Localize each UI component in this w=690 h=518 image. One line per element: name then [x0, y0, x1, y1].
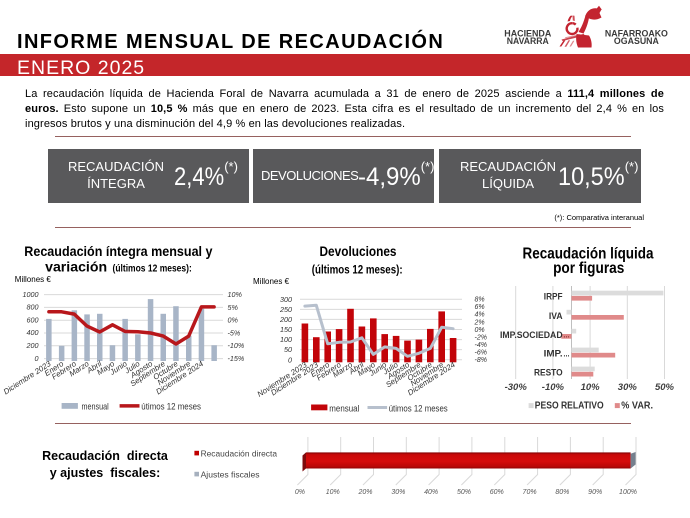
svg-text:300: 300 [280, 295, 292, 304]
svg-text:2%: 2% [474, 319, 485, 326]
svg-text:-2%: -2% [475, 334, 487, 341]
svg-text:mensual: mensual [329, 404, 359, 415]
svg-text:RESTO: RESTO [534, 368, 563, 378]
svg-text:800: 800 [27, 303, 39, 312]
svg-text:10%: 10% [581, 382, 601, 393]
svg-text:70%: 70% [523, 489, 537, 496]
svg-text:200: 200 [26, 341, 39, 350]
svg-text:200: 200 [279, 315, 292, 324]
svg-text:400: 400 [27, 328, 39, 337]
svg-text:Millones €: Millones € [15, 275, 52, 284]
svg-text:(últimos 12 meses):: (últimos 12 meses): [113, 263, 192, 275]
svg-text:…: … [563, 349, 570, 359]
svg-text:Diciembre 2023: Diciembre 2023 [2, 359, 53, 397]
svg-text:% VAR.: % VAR. [621, 401, 653, 412]
svg-text:60%: 60% [490, 489, 504, 496]
svg-text:6%: 6% [475, 304, 485, 311]
svg-text:Recaudación directa: Recaudación directa [201, 448, 278, 458]
svg-text:0%: 0% [475, 327, 485, 334]
svg-text:30%: 30% [391, 489, 405, 496]
svg-text:4%: 4% [475, 312, 485, 319]
svg-text:-5%: -5% [228, 328, 241, 337]
svg-text:útimos 12 meses: útimos 12 meses [141, 402, 201, 413]
svg-text:10%: 10% [326, 489, 340, 496]
svg-text:-6%: -6% [475, 349, 487, 356]
svg-text:50%: 50% [457, 489, 471, 496]
svg-text:Millones €: Millones € [253, 277, 290, 286]
svg-text:80%: 80% [555, 489, 569, 496]
svg-text:-10%: -10% [542, 382, 565, 393]
svg-text:50%: 50% [655, 382, 675, 393]
svg-text:útimos 12 meses: útimos 12 meses [389, 404, 448, 415]
svg-text:20%: 20% [358, 489, 373, 496]
svg-text:NAVARRA: NAVARRA [507, 36, 549, 46]
svg-text:-10%: -10% [228, 341, 245, 350]
svg-text:1000: 1000 [23, 290, 39, 299]
svg-text:IMP.SOCIEDAD: IMP.SOCIEDAD [500, 330, 563, 340]
svg-text:PESO RELATIVO: PESO RELATIVO [535, 401, 604, 412]
svg-text:100: 100 [280, 335, 292, 344]
svg-text:600: 600 [27, 315, 39, 324]
svg-text:8%: 8% [475, 297, 485, 304]
svg-text:OGASUNA: OGASUNA [614, 36, 659, 46]
svg-text:150: 150 [280, 325, 292, 334]
svg-text:IRPF: IRPF [544, 292, 563, 302]
svg-text:-30%: -30% [505, 382, 528, 393]
svg-text:0: 0 [288, 355, 292, 364]
svg-text:…: … [563, 330, 570, 340]
svg-text:NAFARROAKO: NAFARROAKO [605, 28, 668, 38]
svg-text:40%: 40% [424, 489, 438, 496]
svg-text:variación: variación [45, 259, 107, 275]
svg-text:HACIENDA: HACIENDA [504, 28, 551, 38]
svg-text:-8%: -8% [475, 357, 487, 364]
svg-text:0: 0 [35, 354, 39, 363]
svg-text:Recaudación líquida: Recaudación líquida [523, 246, 654, 263]
svg-text:-15%: -15% [228, 354, 245, 363]
svg-text:5%: 5% [228, 303, 239, 312]
svg-text:50: 50 [284, 345, 292, 354]
svg-text:90%: 90% [588, 489, 602, 496]
svg-text:0%: 0% [228, 316, 239, 325]
svg-text:IVA: IVA [549, 311, 563, 321]
svg-text:10%: 10% [228, 290, 243, 299]
svg-text:250: 250 [279, 305, 292, 314]
svg-text:IMP.: IMP. [544, 349, 563, 359]
svg-text:0%: 0% [295, 489, 305, 496]
svg-text:Ajustes fiscales: Ajustes fiscales [201, 469, 260, 479]
svg-text:(últimos 12 meses):: (últimos 12 meses): [312, 262, 403, 276]
svg-text:Recaudación íntegra mensual: Recaudación íntegra mensual y [24, 243, 212, 259]
svg-text:100%: 100% [619, 489, 637, 496]
svg-text:30%: 30% [618, 382, 638, 393]
svg-text:mensual: mensual [82, 402, 109, 413]
svg-text:por figuras: por figuras [553, 260, 624, 277]
svg-text:-4%: -4% [475, 342, 487, 349]
svg-text:Devoluciones: Devoluciones [320, 243, 397, 259]
